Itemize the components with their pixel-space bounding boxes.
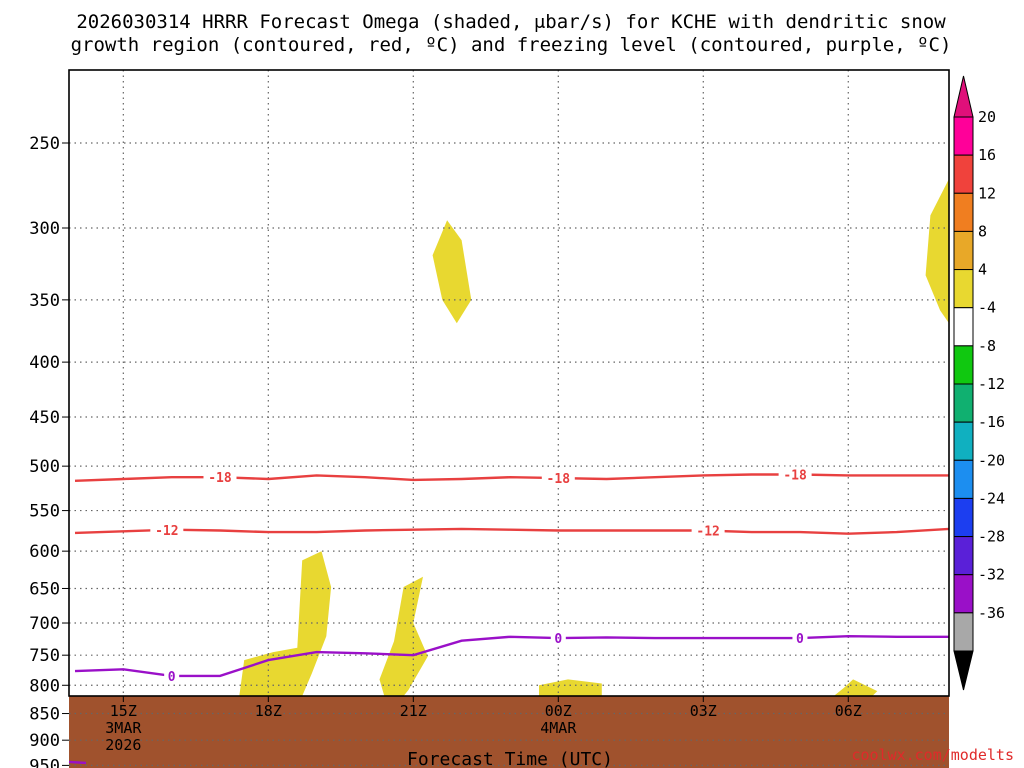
contour-label-2-1: -12 bbox=[155, 524, 178, 539]
chart-title-line2: growth region (contoured, red, ºC) and f… bbox=[71, 34, 952, 56]
contour-label-3-2: 0 bbox=[554, 632, 562, 647]
colorbar-label-12: -28 bbox=[978, 528, 1005, 546]
colorbar-segment-13 bbox=[953, 574, 974, 614]
contour-label-bg bbox=[691, 522, 725, 539]
contour-layer: -18 -18 -18 -12 -12 0 0 0 bbox=[68, 466, 950, 765]
y-tick-label-450: 450 bbox=[29, 408, 60, 428]
colorbar-segment-11 bbox=[953, 497, 974, 538]
credit-link[interactable]: coolwx.com/modelts bbox=[851, 746, 1014, 764]
omega-region-1 bbox=[432, 220, 472, 324]
x-tick-label-15Z-2: 3MAR bbox=[105, 719, 142, 737]
colorbar-label-9: -16 bbox=[978, 413, 1005, 431]
x-axis-title: Forecast Time (UTC) bbox=[407, 749, 613, 768]
colorbar-label-10: -20 bbox=[978, 451, 1005, 469]
x-tick-label-06Z-1: 06Z bbox=[835, 702, 862, 720]
colorbar-bottom-arrow bbox=[953, 650, 974, 691]
colorbar-label-2: 16 bbox=[978, 146, 996, 164]
colorbar-segment-4 bbox=[953, 230, 974, 271]
contour-label-1-2: -18 bbox=[547, 472, 571, 487]
colorbar-label-8: -12 bbox=[978, 375, 1005, 393]
colorbar-segment-9 bbox=[953, 421, 974, 461]
y-tick-label-900: 900 bbox=[29, 731, 60, 751]
contour-label-bg bbox=[550, 630, 566, 647]
x-tick-label-03Z-1: 03Z bbox=[690, 702, 717, 720]
contour-label-3-3: 0 bbox=[796, 632, 804, 647]
contour-label-2-2: -12 bbox=[696, 525, 719, 540]
colorbar-segment-2 bbox=[953, 154, 974, 194]
y-tick-label-300: 300 bbox=[29, 219, 60, 239]
colorbar-segment-10 bbox=[953, 459, 974, 499]
y-tick-label-600: 600 bbox=[29, 542, 60, 562]
contour-label-bg bbox=[778, 466, 812, 483]
omega-region-4 bbox=[379, 576, 428, 696]
omega-region-7 bbox=[833, 679, 878, 696]
contour-label-bg bbox=[541, 470, 575, 487]
grid-layer bbox=[69, 70, 949, 766]
colorbar-label-1: 20 bbox=[978, 108, 996, 126]
contour-label-bg bbox=[203, 469, 237, 486]
colorbar-label-5: 4 bbox=[978, 261, 987, 279]
colorbar-label-13: -32 bbox=[978, 566, 1005, 584]
omega-region-5 bbox=[539, 679, 602, 696]
plot-frame bbox=[68, 69, 950, 697]
freezing-level-stub bbox=[68, 760, 87, 765]
x-tick-label-21Z-1: 21Z bbox=[400, 702, 427, 720]
colorbar-label-14: -36 bbox=[978, 604, 1005, 622]
x-tick-label-00Z-2: 4MAR bbox=[540, 719, 577, 737]
x-tick-label-00Z-1: 00Z bbox=[545, 702, 572, 720]
colorbar-label-4: 8 bbox=[978, 222, 987, 240]
colorbar-segment-12 bbox=[953, 536, 974, 576]
y-tick-label-650: 650 bbox=[29, 579, 60, 599]
contour-line-3 bbox=[74, 634, 949, 678]
colorbar-segment-7 bbox=[953, 345, 974, 385]
y-tick-label-750: 750 bbox=[29, 646, 60, 666]
x-tick-label-18Z-1: 18Z bbox=[255, 702, 282, 720]
y-tick-label-500: 500 bbox=[29, 457, 60, 477]
colorbar-label-3: 12 bbox=[978, 184, 996, 202]
colorbar-segment-8 bbox=[953, 383, 974, 423]
contour-label-3-1: 0 bbox=[168, 670, 176, 685]
y-tick-label-550: 550 bbox=[29, 502, 60, 522]
contour-line-2 bbox=[74, 527, 950, 535]
contour-label-bg bbox=[792, 630, 808, 647]
omega-region-2 bbox=[925, 178, 949, 324]
y-tick-label-800: 800 bbox=[29, 676, 60, 696]
colorbar: 20 16 12 8 4 -4 -8 -12 -16 -20 -24 -28 -32 -36 bbox=[953, 75, 1005, 691]
colorbar-label-7: -8 bbox=[978, 337, 996, 355]
colorbar-top-arrow bbox=[953, 75, 974, 118]
y-tick-label-850: 850 bbox=[29, 705, 60, 725]
contour-label-bg bbox=[164, 667, 180, 684]
y-tick-label-250: 250 bbox=[29, 134, 60, 154]
contour-label-1-3: -18 bbox=[783, 468, 807, 483]
colorbar-segment-1 bbox=[953, 116, 974, 156]
pressure-axis: 250 300 350 400 450 500 550 600 650 700 750 800 850 9… bbox=[29, 134, 69, 768]
x-tick-label-15Z-3: 2026 bbox=[105, 736, 141, 754]
colorbar-segment-3 bbox=[953, 192, 974, 232]
omega-region-3 bbox=[239, 551, 332, 696]
chart-title-line1: 2026030314 HRRR Forecast Omega (shaded, … bbox=[76, 11, 946, 33]
colorbar-segment-6 bbox=[953, 307, 974, 347]
y-tick-label-350: 350 bbox=[29, 291, 60, 311]
y-tick-label-950: 950 bbox=[29, 756, 60, 768]
colorbar-label-6: -4 bbox=[978, 299, 996, 317]
y-tick-label-400: 400 bbox=[29, 353, 60, 373]
contour-label-bg bbox=[150, 521, 184, 538]
colorbar-label-11: -24 bbox=[978, 489, 1005, 507]
omega-shading-layer bbox=[239, 178, 949, 696]
contour-label-1-1: -18 bbox=[208, 471, 232, 486]
x-tick-label-15Z-1: 15Z bbox=[110, 702, 137, 720]
y-tick-label-700: 700 bbox=[29, 614, 60, 634]
colorbar-segment-14 bbox=[953, 612, 974, 652]
colorbar-segment-5 bbox=[953, 269, 974, 309]
